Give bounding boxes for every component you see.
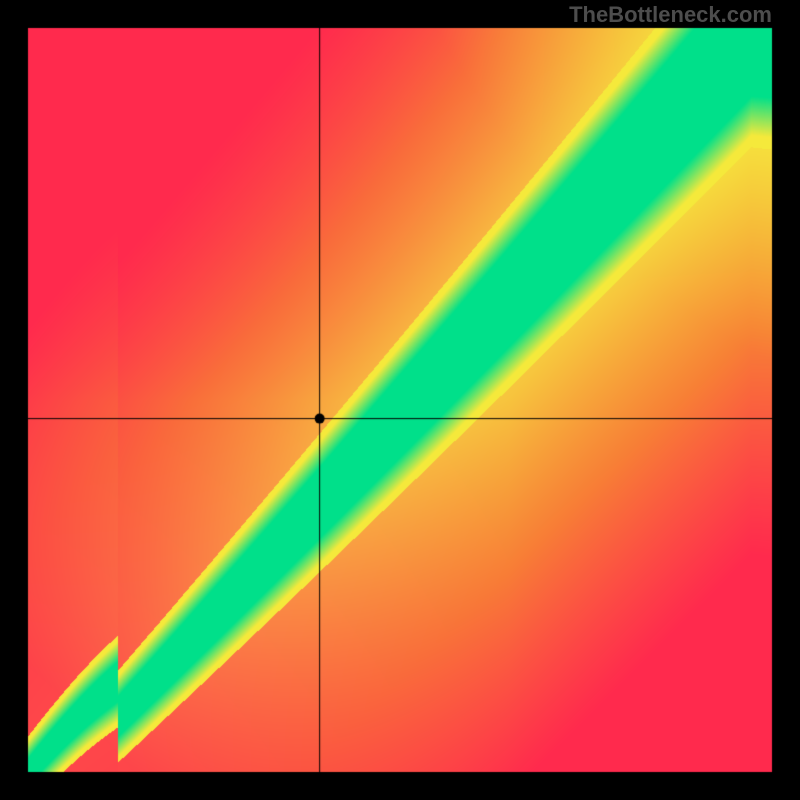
heatmap-canvas (0, 0, 800, 800)
chart-container: TheBottleneck.com (0, 0, 800, 800)
watermark-text: TheBottleneck.com (569, 2, 772, 28)
